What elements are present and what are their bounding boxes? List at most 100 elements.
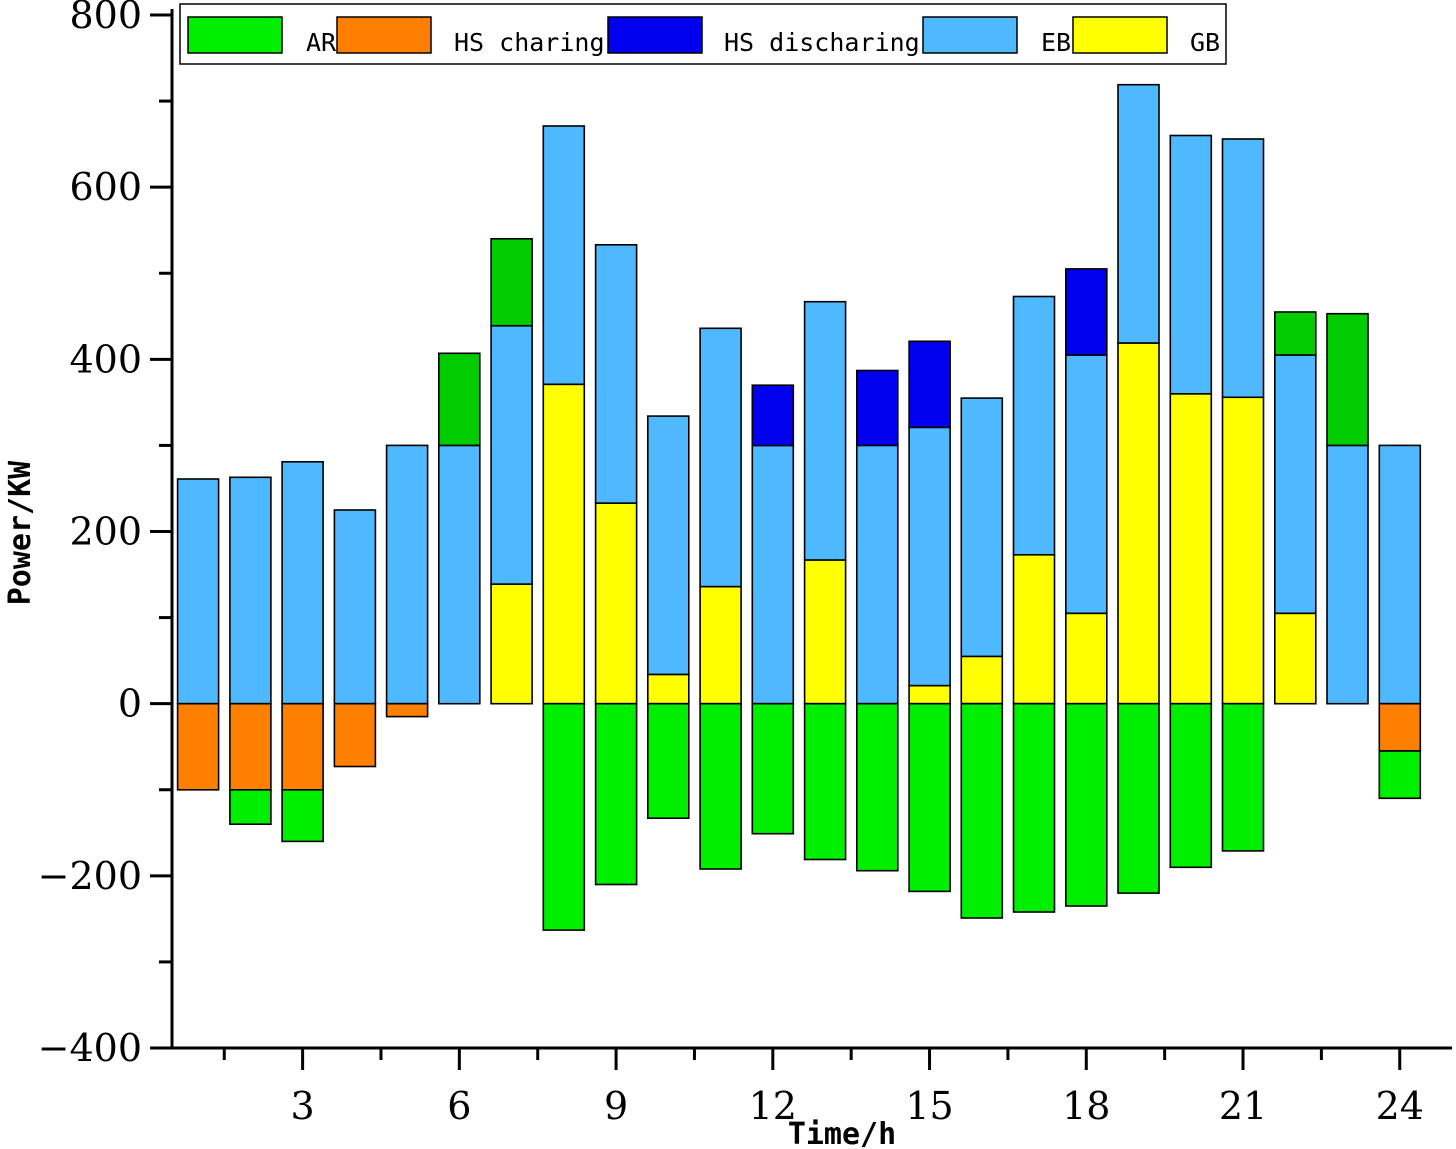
bar-hs-discharing-12 (751, 384, 795, 447)
bar-ar-11 (699, 702, 742, 870)
bar-gb-7 (490, 583, 533, 705)
bar-eb-16 (960, 397, 1004, 658)
legend-label-ar: AR (306, 28, 337, 57)
legend-swatch-ar (187, 16, 283, 54)
legend: AR HS charing HS discharing EB GB (179, 3, 1227, 65)
bar-gb-17 (1012, 553, 1056, 705)
bar-eb-1 (176, 478, 220, 705)
bar-eb-14 (855, 444, 899, 705)
y-tick-label: 600 (69, 165, 142, 209)
legend-label-eb: EB (1041, 28, 1071, 57)
x-tick-label: 24 (1376, 1084, 1424, 1128)
x-axis-title: Time/h (788, 1117, 896, 1149)
y-tick-label: 800 (69, 0, 142, 37)
bar-hs-discharing-18 (1065, 268, 1108, 356)
legend-swatch-gb (1072, 16, 1168, 54)
bar-ar-17 (1012, 702, 1056, 913)
bar-hs-charing-24 (1378, 702, 1422, 752)
bar-hs-charing-3 (281, 702, 324, 791)
bar-eb-24 (1378, 444, 1422, 705)
x-tick-label: 15 (905, 1084, 953, 1128)
bar-ar-positive-6 (437, 352, 481, 447)
bar-gb-19 (1117, 342, 1160, 705)
legend-swatch-hs-charing (336, 16, 432, 54)
x-tick-label: 12 (749, 1084, 797, 1128)
bar-eb-5 (385, 444, 429, 705)
x-tick-label: 9 (604, 1084, 628, 1128)
legend-label-gb: GB (1190, 28, 1220, 57)
bar-eb-22 (1274, 354, 1317, 615)
bar-eb-6 (437, 444, 481, 705)
bar-ar-24 (1378, 750, 1422, 800)
bar-eb-9 (594, 244, 638, 504)
bar-eb-12 (751, 444, 795, 705)
legend-label-hs-discharing: HS discharing (724, 28, 920, 57)
bar-ar-positive-23 (1326, 312, 1369, 447)
bar-eb-18 (1065, 354, 1108, 615)
bar-eb-13 (803, 300, 847, 561)
legend-swatch-eb (922, 16, 1018, 54)
bar-ar-14 (855, 702, 899, 872)
bar-ar-positive-7 (490, 238, 533, 327)
bar-ar-3 (281, 788, 324, 843)
y-axis-title: Power/KW (3, 460, 38, 605)
bar-eb-15 (908, 426, 951, 687)
bar-hs-charing-5 (385, 702, 429, 718)
bar-eb-17 (1012, 295, 1056, 556)
bar-hs-charing-4 (333, 702, 377, 768)
bar-ar-12 (751, 702, 795, 835)
bar-ar-15 (908, 702, 951, 893)
bars-layer (176, 83, 1422, 931)
x-tick-label: 21 (1219, 1084, 1267, 1128)
bar-gb-15 (908, 684, 951, 705)
bar-eb-3 (281, 460, 324, 705)
bar-gb-13 (803, 559, 847, 705)
bar-gb-9 (594, 502, 638, 705)
bar-ar-10 (646, 702, 690, 820)
bar-gb-8 (542, 383, 586, 705)
bar-ar-21 (1221, 702, 1265, 852)
bar-eb-23 (1326, 444, 1369, 705)
bar-ar-13 (803, 702, 847, 861)
bar-eb-19 (1117, 83, 1160, 344)
y-tick-label: −400 (38, 1026, 142, 1070)
x-tick-label: 3 (291, 1084, 315, 1128)
legend-label-hs-charing: HS charing (454, 28, 605, 57)
bar-hs-discharing-15 (908, 340, 951, 429)
bar-eb-7 (490, 324, 533, 585)
bar-ar-18 (1065, 702, 1108, 907)
bar-gb-16 (960, 655, 1004, 705)
x-tick-label: 18 (1062, 1084, 1110, 1128)
bar-gb-22 (1274, 612, 1317, 705)
legend-swatch-hs-discharing (607, 16, 703, 54)
bar-eb-2 (229, 476, 272, 705)
y-tick-label: 400 (69, 337, 142, 381)
bar-eb-10 (646, 415, 690, 676)
y-tick-label: 0 (118, 682, 142, 726)
bar-hs-discharing-14 (855, 369, 899, 447)
bar-ar-20 (1169, 702, 1213, 869)
bar-eb-8 (542, 125, 586, 386)
bar-gb-20 (1169, 392, 1213, 705)
bar-eb-11 (699, 327, 742, 588)
bar-ar-19 (1117, 702, 1160, 894)
bar-eb-4 (333, 509, 377, 705)
bar-ar-9 (594, 702, 638, 886)
bar-ar-2 (229, 788, 272, 825)
y-tick-label: −200 (38, 854, 142, 898)
bar-hs-charing-2 (229, 702, 272, 791)
axes-layer: −400 −200 0 200 400 600 800 3 6 9 12 15 18 21 24 (38, 0, 1452, 1128)
bar-ar-positive-22 (1274, 311, 1317, 356)
bar-eb-21 (1221, 138, 1265, 399)
bar-ar-16 (960, 702, 1004, 919)
bar-eb-20 (1169, 134, 1213, 395)
bar-ar-8 (542, 702, 586, 931)
bar-gb-10 (646, 673, 690, 705)
bar-hs-charing-1 (176, 702, 220, 791)
bar-gb-18 (1065, 612, 1108, 705)
y-tick-label: 200 (69, 510, 142, 554)
bar-gb-11 (699, 585, 742, 705)
x-tick-label: 6 (447, 1084, 471, 1128)
bar-gb-21 (1221, 396, 1265, 705)
